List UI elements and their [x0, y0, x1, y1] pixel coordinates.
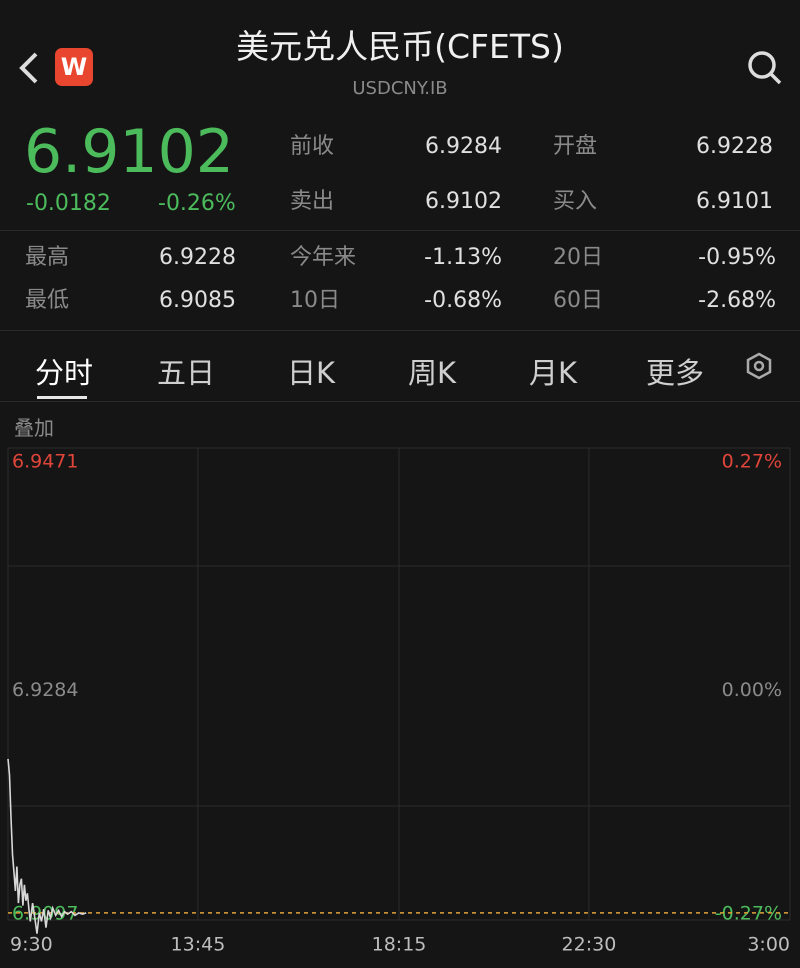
range-value: -1.13%: [424, 245, 502, 270]
range-label: 最低: [25, 288, 70, 313]
back-button[interactable]: [14, 48, 44, 88]
change: -0.0182: [26, 191, 111, 216]
pct-label: 0.00%: [722, 679, 782, 701]
tab-indicator: [37, 396, 87, 399]
stat-value: 6.9228: [696, 134, 773, 159]
tab[interactable]: 月K: [528, 356, 578, 390]
price: 6.9102: [24, 117, 234, 187]
x-tick-label: 9:30: [10, 934, 53, 956]
range-label: 60日: [553, 288, 603, 313]
tab[interactable]: 分时: [34, 356, 94, 390]
code: USDCNY.IB: [352, 78, 448, 99]
x-tick-label: 22:30: [562, 934, 617, 956]
change-pct: -0.26%: [158, 191, 236, 216]
title: 美元兑人民币(CFETS): [236, 27, 564, 66]
divider: [0, 401, 800, 402]
stat-value: 6.9102: [425, 189, 502, 214]
tab[interactable]: 更多: [645, 356, 705, 390]
pct-label: -0.27%: [715, 903, 782, 925]
pct-label: 0.27%: [722, 451, 782, 473]
tab[interactable]: 日K: [286, 356, 336, 390]
tab[interactable]: 五日: [156, 356, 216, 390]
range-value: -0.95%: [698, 245, 776, 270]
settings-button[interactable]: [744, 351, 774, 381]
divider: [0, 330, 800, 331]
y-tick-label: 6.9284: [12, 679, 78, 701]
divider: [0, 230, 800, 231]
price-line-series: [7, 758, 87, 934]
y-tick-label: 6.9471: [12, 451, 78, 473]
range-value: -2.68%: [698, 288, 776, 313]
overlay-button[interactable]: 叠加: [14, 416, 54, 440]
range-label: 今年来: [290, 245, 357, 270]
range-label: 最高: [25, 245, 70, 270]
stat-value: 6.9101: [696, 189, 773, 214]
range-label: 10日: [290, 288, 340, 313]
x-tick-label: 13:45: [171, 934, 226, 956]
tab[interactable]: 周K: [407, 356, 457, 390]
range-value: 6.9085: [159, 288, 236, 313]
range-value: 6.9228: [159, 245, 236, 270]
x-tick-label: 18:15: [372, 934, 427, 956]
range-label: 20日: [553, 245, 603, 270]
intraday-chart: 6.9471 0.27%6.9284 0.00%6.9097 -0.27%9:30 13…: [7, 447, 791, 956]
stat-label: 开盘: [553, 134, 598, 159]
x-tick-label: 3:00: [747, 934, 790, 956]
stat-value: 6.9284: [425, 134, 502, 159]
range-value: -0.68%: [424, 288, 502, 313]
stat-label: 买入: [553, 189, 598, 214]
search-button[interactable]: [745, 48, 785, 88]
stat-label: 前收: [290, 134, 335, 159]
stat-label: 卖出: [290, 189, 335, 214]
badge: W: [55, 48, 93, 86]
